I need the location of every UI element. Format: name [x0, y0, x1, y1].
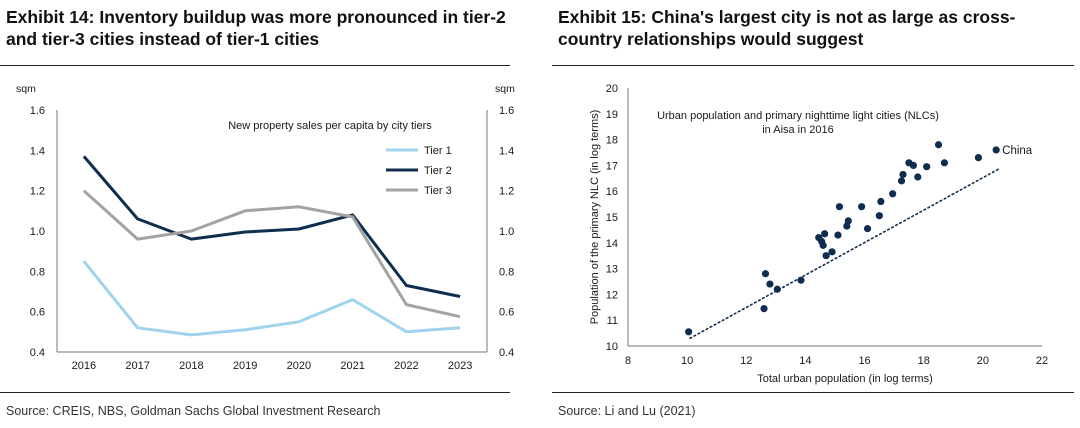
right-y-tick-label: 0.6 [499, 307, 514, 319]
scatter-point [899, 170, 907, 179]
x-tick-label: 8 [625, 355, 631, 367]
y-tick-label: 18 [606, 135, 618, 147]
scatter-point [821, 230, 829, 238]
x-tick-label: 2020 [287, 360, 311, 372]
scatter-point [863, 225, 872, 233]
left-y-tick-label: 0.8 [30, 266, 45, 278]
scatter-point [834, 231, 842, 239]
exhibit-14-panel: Exhibit 14: Inventory buildup was more p… [0, 0, 528, 428]
x-tick-label: 16 [858, 355, 870, 367]
scatter-point [940, 159, 949, 167]
scatter-point [819, 241, 827, 249]
y-tick-label: 17 [606, 160, 618, 172]
series-line-tier-3 [82, 189, 461, 319]
china-annotation: China [1002, 145, 1033, 157]
left-y-unit-label: sqm [16, 83, 36, 95]
x-tick-label: 2018 [179, 360, 203, 372]
right-y-unit-label: sqm [495, 83, 515, 95]
scatter-point [992, 146, 1000, 154]
series-line-tier-2 [82, 155, 461, 298]
right-y-tick-label: 1.2 [499, 186, 514, 198]
y-tick-label: 14 [606, 238, 618, 250]
y-axis-label: Population of the primary NLC (in log te… [589, 110, 601, 325]
scatter-point [889, 190, 897, 198]
x-tick-label: 22 [1036, 355, 1048, 367]
scatter-point [822, 252, 830, 260]
exhibit-15-bottom-rule [552, 392, 1074, 393]
x-tick-label: 2022 [394, 360, 418, 372]
x-tick-label: 14 [799, 355, 811, 367]
scatter-point [760, 304, 768, 313]
scatter-point [974, 154, 983, 162]
y-tick-label: 12 [606, 289, 618, 301]
scatter-point [914, 173, 922, 181]
y-tick-label: 19 [606, 109, 618, 121]
x-tick-label: 10 [681, 355, 693, 367]
nlc-scatter-chart: 10 11 12 13 14 15 16 17 18 19 20 8 10 12 14 16 18 20 22 Tot… [589, 83, 1048, 385]
scatter-point [797, 276, 805, 284]
left-y-tick-label: 0.4 [30, 347, 45, 359]
x-axis-label: Total urban population (in log terms) [757, 373, 932, 385]
x-tick-label: 2016 [72, 360, 96, 372]
scatter-point [761, 270, 770, 278]
right-y-tick-label: 0.4 [499, 347, 514, 359]
legend-label: Tier 1 [424, 145, 452, 157]
trendline [689, 167, 1002, 340]
exhibit-14-source: Source: CREIS, NBS, Goldman Sachs Global… [6, 404, 381, 418]
exhibit-15-source: Source: Li and Lu (2021) [558, 404, 696, 418]
y-tick-label: 15 [606, 212, 618, 224]
x-tick-label: 2019 [233, 360, 257, 372]
x-tick-label: 2017 [125, 360, 149, 372]
y-tick-label: 16 [606, 186, 618, 198]
left-y-tick-label: 0.6 [30, 307, 45, 319]
scatter-point [835, 203, 844, 211]
y-tick-label: 10 [606, 341, 618, 353]
scatter-point [875, 212, 883, 220]
x-tick-label: 12 [740, 355, 752, 367]
scatter-point [897, 177, 906, 185]
scatter-point [828, 248, 836, 256]
exhibit-15-panel: Exhibit 15: China's largest city is not … [552, 0, 1080, 428]
chart-title: New property sales per capita by city ti… [228, 120, 432, 132]
scatter-point [844, 217, 852, 225]
scatter-point [766, 280, 774, 288]
legend-label: Tier 2 [424, 165, 452, 177]
legend-label: Tier 3 [424, 185, 452, 197]
tier-sales-line-chart: sqm sqm 0.4 0.4 0.6 0.6 0.8 0.8 1.0 1.0 1.2 1.2 1.4 1… [16, 83, 515, 372]
x-tick-label: 20 [977, 355, 989, 367]
left-y-tick-label: 1.2 [30, 186, 45, 198]
exhibit-14-title: Exhibit 14: Inventory buildup was more p… [6, 7, 506, 49]
right-y-tick-label: 0.8 [499, 266, 514, 278]
left-y-tick-label: 1.6 [30, 105, 45, 117]
right-y-tick-label: 1.6 [499, 105, 514, 117]
scatter-point [685, 328, 693, 336]
x-tick-label: 18 [918, 355, 930, 367]
right-y-tick-label: 1.0 [499, 226, 514, 238]
right-y-tick-label: 1.4 [499, 145, 514, 157]
y-tick-label: 20 [606, 83, 618, 95]
scatter-point [934, 141, 943, 149]
exhibit-14-bottom-rule [0, 392, 510, 393]
x-tick-label: 2021 [340, 360, 364, 372]
y-tick-label: 13 [606, 264, 618, 276]
scatter-point [858, 203, 866, 211]
scatter-point [909, 161, 917, 169]
exhibit-15-title: Exhibit 15: China's largest city is not … [558, 7, 1016, 49]
chart-title: Urban population and primary nighttime l… [657, 110, 939, 136]
scatter-point [923, 163, 931, 171]
exhibit-14-top-rule [0, 65, 510, 66]
scatter-point [773, 285, 781, 293]
x-tick-label: 2023 [448, 360, 472, 372]
scatter-point [877, 197, 885, 206]
series-line-tier-1 [82, 260, 461, 337]
y-tick-label: 11 [607, 315, 618, 327]
exhibit-15-top-rule [552, 65, 1074, 66]
left-y-tick-label: 1.4 [30, 145, 45, 157]
left-y-tick-label: 1.0 [30, 226, 45, 238]
